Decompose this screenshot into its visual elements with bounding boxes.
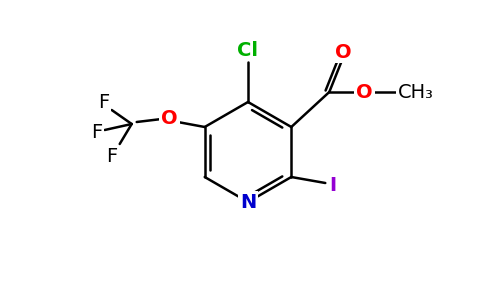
Text: O: O: [335, 43, 351, 61]
Text: O: O: [161, 110, 178, 128]
Text: F: F: [91, 122, 102, 142]
Text: Cl: Cl: [238, 40, 258, 59]
Text: F: F: [98, 92, 109, 112]
Text: CH₃: CH₃: [398, 82, 434, 101]
Text: F: F: [106, 146, 117, 166]
Text: O: O: [356, 82, 373, 101]
Text: N: N: [240, 193, 256, 211]
Text: I: I: [330, 176, 337, 194]
